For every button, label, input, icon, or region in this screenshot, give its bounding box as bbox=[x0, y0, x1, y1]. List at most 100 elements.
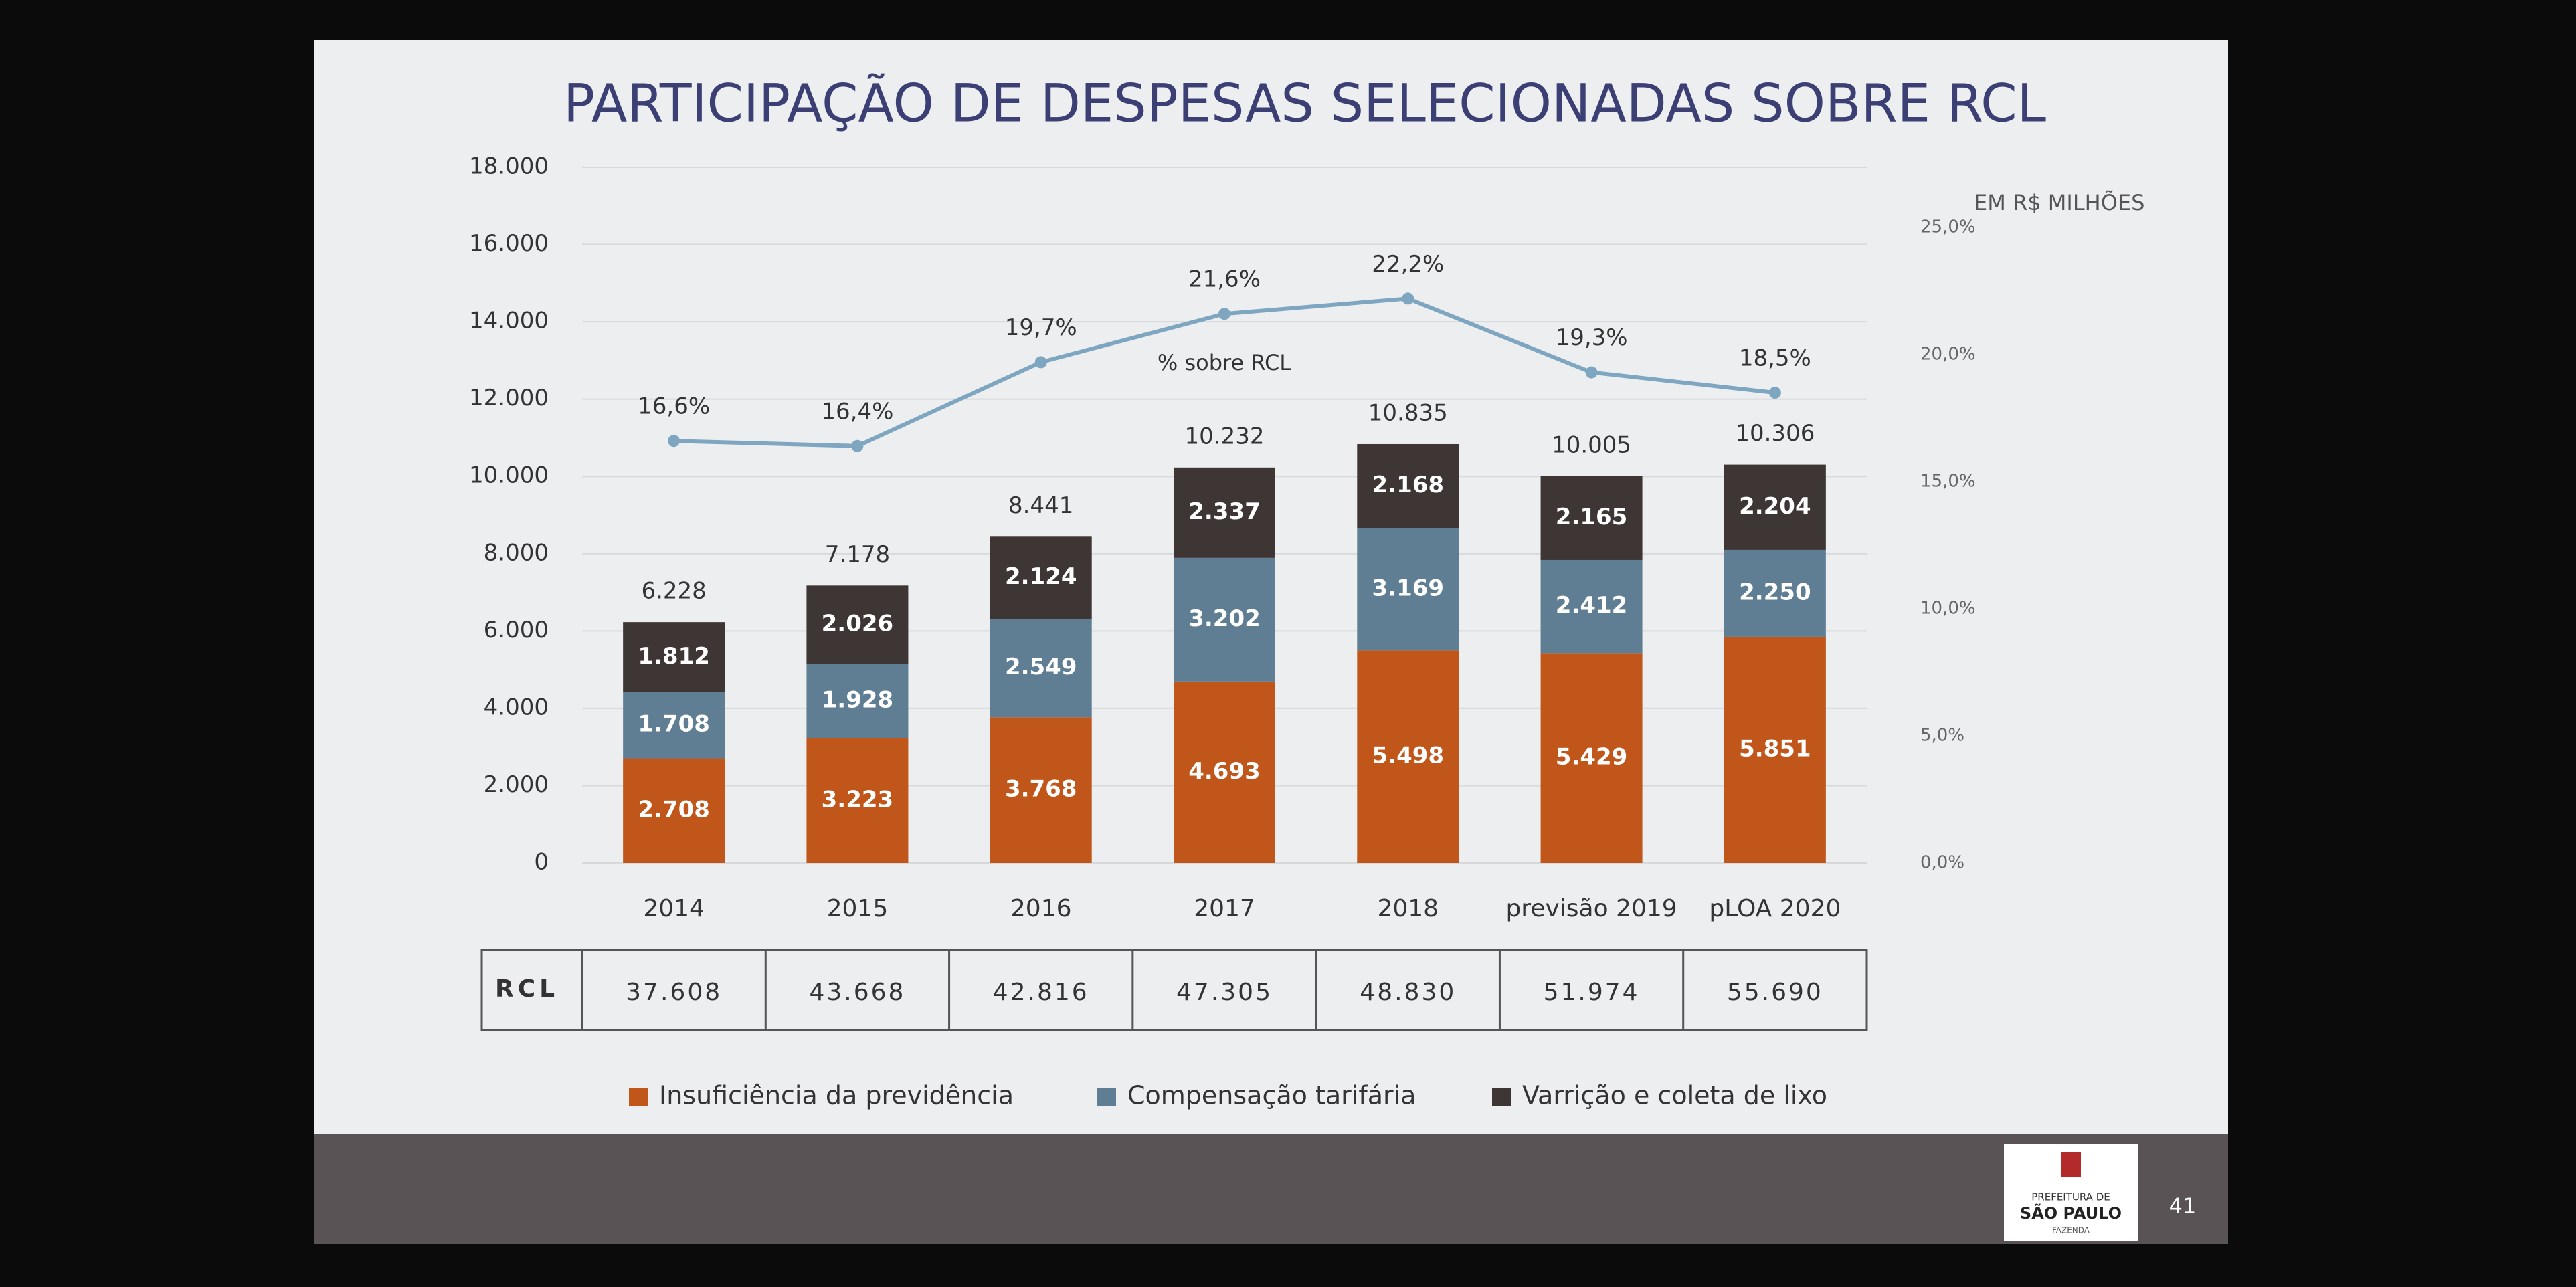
logo-line: SÃO PAULO bbox=[2020, 1203, 2122, 1223]
y-tick-label: 12.000 bbox=[469, 385, 549, 411]
bar-segment bbox=[806, 738, 909, 863]
bar-segment bbox=[1540, 559, 1643, 654]
data-label: 3.169 bbox=[1372, 575, 1445, 601]
line-point bbox=[1768, 387, 1781, 399]
bar-segment bbox=[1724, 636, 1826, 863]
bar-segment bbox=[1357, 650, 1459, 863]
data-label: 2.412 bbox=[1556, 592, 1628, 619]
line-label: 18,5% bbox=[1739, 345, 1811, 372]
data-label: 1.708 bbox=[638, 711, 710, 738]
bar-segment bbox=[806, 664, 909, 738]
table-border bbox=[480, 949, 1868, 1031]
table-cell: 42.816 bbox=[993, 979, 1089, 1006]
x-tick-label: 2015 bbox=[827, 895, 889, 922]
total-label: 10.005 bbox=[1552, 431, 1631, 458]
y2-tick-label: 0,0% bbox=[1920, 853, 1964, 873]
y-tick-label: 10.000 bbox=[469, 462, 549, 489]
unit-label: EM R$ MILHÕES bbox=[1974, 190, 2144, 215]
line-point bbox=[668, 435, 680, 448]
table-header: RCL bbox=[495, 975, 559, 1003]
x-tick-label: pLOA 2020 bbox=[1709, 895, 1841, 922]
data-label: 3.223 bbox=[822, 786, 894, 813]
line-point bbox=[1585, 366, 1598, 379]
x-tick-label: 2017 bbox=[1194, 895, 1255, 922]
line-label: 22,2% bbox=[1372, 251, 1444, 278]
data-label: 5.851 bbox=[1739, 735, 1811, 762]
legend-label: Compensação tarifária bbox=[1127, 1081, 1416, 1110]
y2-tick-label: 15,0% bbox=[1920, 472, 1976, 492]
logo-line: FAZENDA bbox=[2052, 1226, 2090, 1235]
data-label: 2.168 bbox=[1372, 472, 1445, 498]
x-tick-label: 2018 bbox=[1377, 895, 1439, 922]
table-cell: 47.305 bbox=[1176, 979, 1273, 1006]
data-label: 2.026 bbox=[822, 610, 894, 637]
data-label: 2.204 bbox=[1739, 493, 1811, 520]
data-label: 1.928 bbox=[822, 687, 894, 714]
data-label: 2.549 bbox=[1005, 654, 1077, 680]
y2-tick-label: 5,0% bbox=[1920, 726, 1964, 746]
y2-tick-label: 10,0% bbox=[1920, 599, 1976, 619]
x-tick-label: 2016 bbox=[1010, 895, 1072, 922]
x-tick-label: previsão 2019 bbox=[1505, 895, 1677, 922]
total-label: 7.178 bbox=[825, 541, 890, 568]
table-cell: 51.974 bbox=[1544, 979, 1640, 1006]
data-label: 5.429 bbox=[1556, 744, 1628, 771]
y-tick-label: 8.000 bbox=[484, 539, 549, 566]
bar-segment bbox=[623, 692, 725, 759]
data-label: 2.337 bbox=[1188, 498, 1261, 525]
footer-bar bbox=[314, 1134, 2228, 1244]
total-label: 10.232 bbox=[1185, 423, 1265, 450]
line-point bbox=[1034, 356, 1047, 369]
bar-segment bbox=[990, 619, 1092, 718]
total-label: 10.835 bbox=[1368, 399, 1448, 426]
total-label: 6.228 bbox=[641, 578, 706, 605]
line-label: 21,6% bbox=[1188, 266, 1261, 293]
line-label: 19,3% bbox=[1556, 324, 1628, 351]
legend-label: Varrição e coleta de lixo bbox=[1522, 1081, 1827, 1110]
data-label: 1.812 bbox=[638, 643, 710, 670]
bar-segment bbox=[1357, 528, 1459, 651]
bar-segment bbox=[1540, 653, 1643, 863]
bar-segment bbox=[806, 585, 909, 664]
bar-segment bbox=[1724, 549, 1826, 637]
line-point bbox=[1402, 292, 1414, 305]
total-label: 10.306 bbox=[1735, 420, 1815, 447]
line-label: 19,7% bbox=[1005, 314, 1077, 341]
bar-segment bbox=[990, 717, 1092, 863]
y-tick-label: 4.000 bbox=[484, 694, 549, 720]
y2-tick-label: 20,0% bbox=[1920, 344, 1976, 365]
legend-swatch bbox=[1097, 1088, 1116, 1106]
bar-segment bbox=[1357, 443, 1459, 528]
line-label: 16,4% bbox=[821, 398, 893, 425]
bar-segment bbox=[623, 758, 725, 863]
data-label: 2.250 bbox=[1739, 579, 1811, 605]
table-cell: 43.668 bbox=[809, 979, 905, 1006]
line-label: 16,6% bbox=[638, 393, 710, 420]
bar-segment bbox=[1724, 464, 1826, 550]
line-name: % sobre RCL bbox=[1158, 350, 1291, 375]
y-tick-label: 16.000 bbox=[469, 230, 549, 257]
data-label: 3.202 bbox=[1188, 605, 1261, 632]
data-label: 2.708 bbox=[638, 796, 710, 823]
x-tick-label: 2014 bbox=[643, 895, 705, 922]
data-label: 3.768 bbox=[1005, 776, 1077, 803]
y2-tick-label: 25,0% bbox=[1920, 217, 1976, 237]
line-point bbox=[851, 439, 864, 452]
y-tick-label: 18.000 bbox=[469, 153, 549, 180]
y-tick-label: 2.000 bbox=[484, 771, 549, 798]
table-cell: 48.830 bbox=[1360, 979, 1456, 1006]
y-tick-label: 0 bbox=[534, 849, 549, 876]
bar-segment bbox=[1174, 557, 1275, 682]
data-label: 2.165 bbox=[1556, 504, 1628, 530]
total-label: 8.441 bbox=[1008, 492, 1073, 519]
line-point bbox=[1218, 308, 1230, 320]
table-cell: 37.608 bbox=[626, 979, 722, 1006]
table-cell: 55.690 bbox=[1727, 979, 1823, 1006]
legend-swatch bbox=[1492, 1088, 1511, 1106]
data-label: 2.124 bbox=[1005, 563, 1077, 590]
legend-label: Insuficiência da previdência bbox=[659, 1081, 1014, 1110]
legend-swatch bbox=[629, 1088, 648, 1106]
chart-title: PARTICIPAÇÃO DE DESPESAS SELECIONADAS SO… bbox=[563, 72, 2047, 134]
